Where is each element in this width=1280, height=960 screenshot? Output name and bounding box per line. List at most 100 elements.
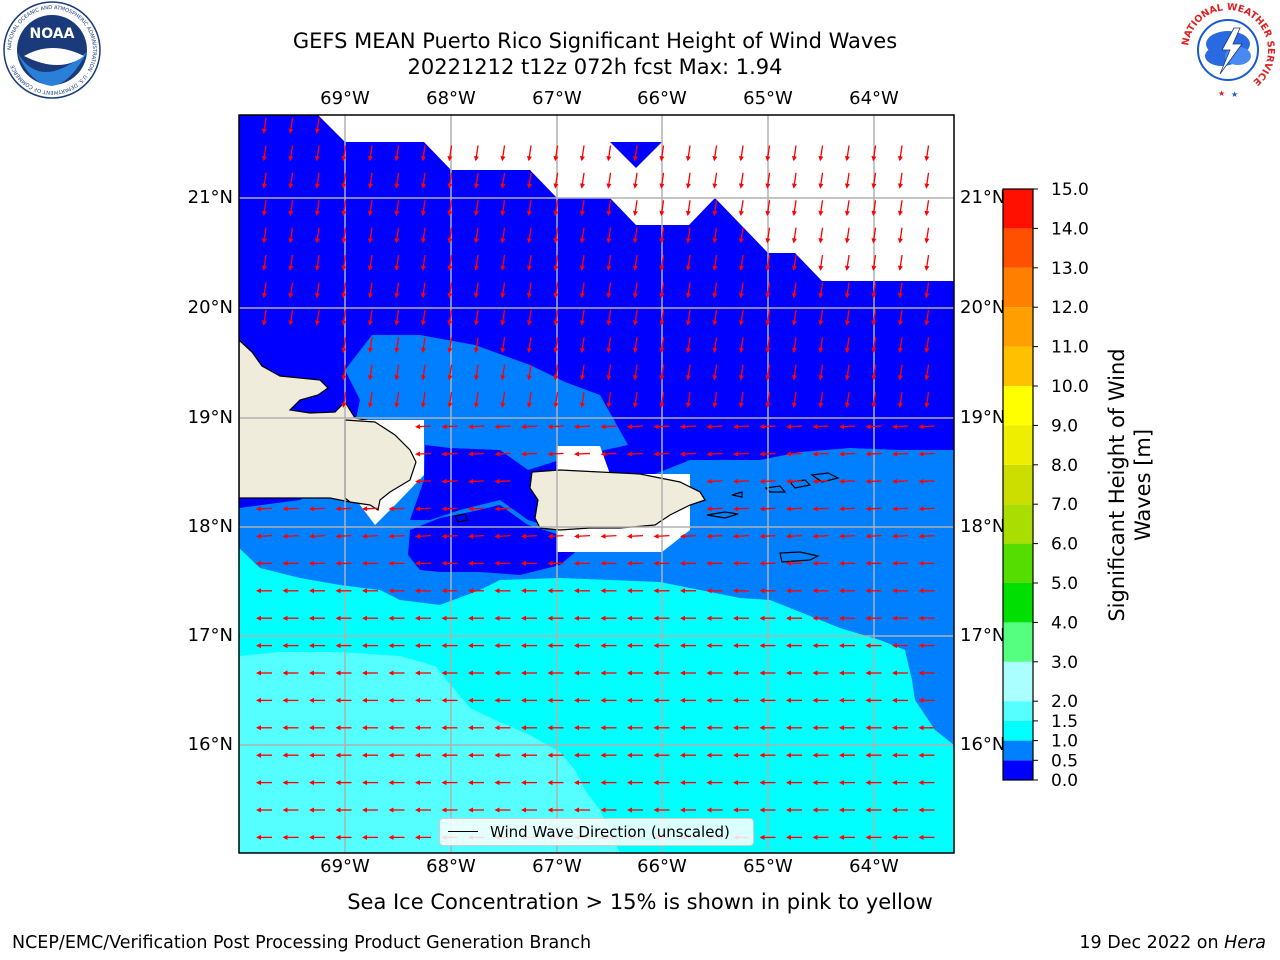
wind-arrow-head [335,752,341,758]
wind-arrow-head [812,834,818,840]
wind-arrow-head [839,533,845,539]
svg-text:★: ★ [1231,90,1238,99]
wind-arrow-head [441,643,447,649]
wind-arrow-head [574,533,580,539]
wind-arrow-head [256,834,261,840]
noaa-logo-text: NOAA [30,26,75,42]
wind-arrow-head [547,615,553,621]
colorbar-tick-label: 12.0 [1051,298,1089,318]
wind-arrow-head [733,533,739,539]
wind-arrow-head [892,478,898,484]
wind-arrow-head [924,320,930,326]
wind-arrow-head [759,643,765,649]
wind-arrow-head [632,155,638,162]
wind-arrow-head [606,320,612,326]
wind-arrow-head [415,697,420,703]
wind-arrow-head [579,238,585,244]
wind-arrow-head [733,643,738,649]
wind-arrow-head [653,615,659,621]
wind-arrow-head [415,588,420,594]
noaa-logo: NATIONAL OCEANIC AND ATMOSPHERIC ADMINIS… [3,1,101,99]
chart-subtitle: 20221212 t12z 072h fcst Max: 1.94 [407,55,783,79]
colorbar-tick-label: 1.0 [1051,732,1078,752]
wind-arrow-head [256,670,261,676]
wind-arrow-head [653,560,659,566]
wind-arrow-head [309,533,315,539]
wind-arrow-head [733,807,738,813]
wind-arrow-head [865,478,871,484]
wind-arrow-head [388,725,394,731]
wind-arrow-head [680,697,685,703]
sea-ice-note: Sea Ice Concentration > 15% is shown in … [347,890,933,914]
wind-arrow-head [865,615,871,621]
wind-arrow-head [706,643,712,649]
wind-arrow-head [261,265,267,271]
wind-arrow-head [500,210,506,217]
wind-arrow-head [839,588,844,594]
wind-arrow-head [791,347,797,354]
wind-arrow-head [786,725,791,731]
wind-arrow-head [606,265,612,271]
wind-arrow-head [653,424,659,430]
wind-arrow-head [256,807,261,813]
wind-arrow-head [685,210,691,217]
wind-arrow-head [738,320,744,326]
wind-arrow-head [521,560,526,566]
wind-arrow-head [738,183,744,189]
wind-arrow-head [473,210,479,217]
wind-arrow-head [738,347,744,354]
wind-arrow-head [839,670,844,676]
wind-arrow-head [759,478,765,484]
legend-label: Wind Wave Direction (unscaled) [490,823,730,841]
wind-arrow-head [309,506,315,512]
wind-arrow-head [521,807,526,813]
wind-arrow-head [468,588,473,594]
wind-arrow-head [341,292,347,299]
wind-arrow-head [786,615,791,621]
wind-arrow-head [256,780,261,786]
wind-arrow-head [282,643,288,649]
wind-arrow-head [547,533,553,539]
wind-arrow-head [659,320,665,326]
wind-arrow-head [627,752,632,758]
wind-arrow-head [786,424,792,430]
wind-arrow-head [282,533,288,539]
wind-arrow-head [627,807,632,813]
wind-arrow-head [468,533,474,539]
wind-arrow-head [473,375,479,381]
wind-arrow-head [394,183,400,189]
wind-arrow-head [865,643,871,649]
wind-arrow-head [468,697,473,703]
wind-arrow-head [818,320,824,326]
wind-arrow-head [812,533,818,539]
wind-arrow-head [897,155,903,162]
wind-arrow-head [733,725,738,731]
wind-arrow-head [659,347,665,354]
wind-arrow-head [468,615,473,621]
wind-arrow-head [314,155,320,162]
wind-arrow-head [680,780,685,786]
wind-arrow-head [918,697,924,703]
wind-arrow-head [362,752,367,758]
wind-arrow-head [818,347,824,354]
wind-arrow-head [738,265,744,271]
wind-arrow-head [892,697,897,703]
colorbar-segment [1003,720,1033,741]
wind-arrow-head [844,210,850,217]
wind-arrow-head [579,210,585,217]
wind-arrow-head [918,506,924,512]
wind-arrow-head [759,533,765,539]
wind-arrow-head [653,643,659,649]
wind-arrow-head [924,265,930,271]
wind-arrow-head [653,725,659,731]
wind-arrow-head [261,292,267,299]
wind-arrow-head [844,183,850,189]
colorbar-segment [1003,504,1033,544]
wind-arrow-head [812,478,818,484]
wind-arrow-head [685,402,691,408]
wind-arrow-head [871,402,877,408]
wind-arrow-head [918,533,924,539]
wind-arrow-head [553,238,559,244]
wind-arrow-head [818,155,824,162]
wind-arrow-head [553,320,559,326]
